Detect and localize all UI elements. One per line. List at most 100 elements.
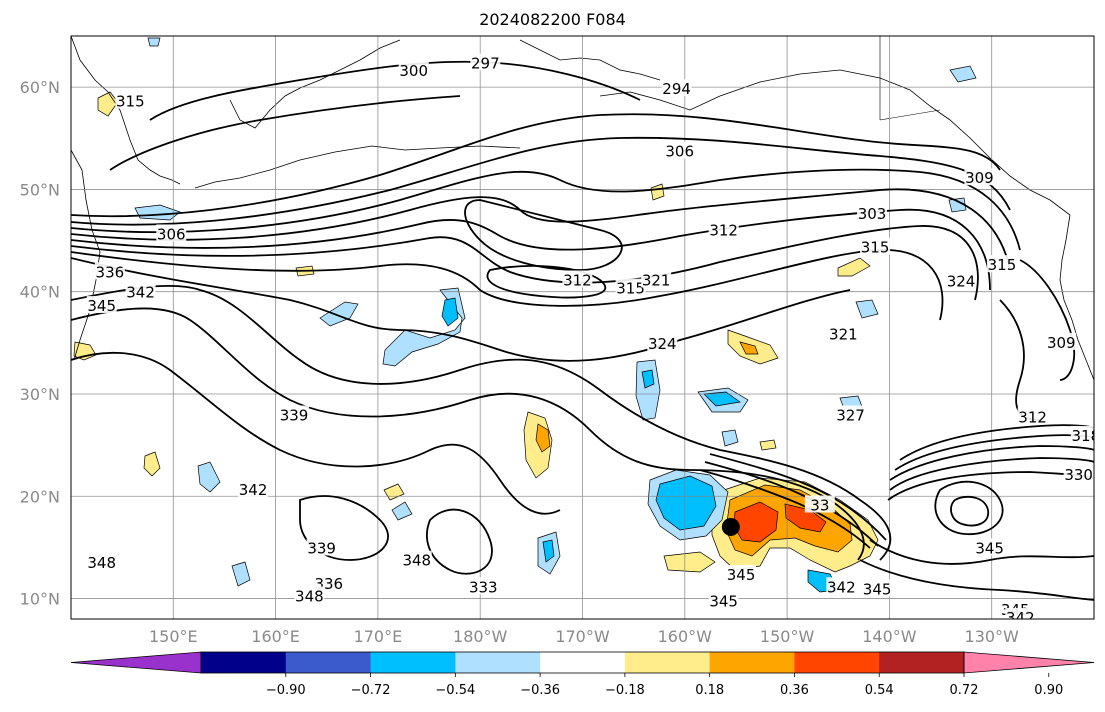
coastline-alaska-west [229,39,401,129]
negative-anomaly-region-central [635,359,661,421]
contour-label: 324 [947,272,976,290]
coastline-kamchatka [71,36,181,185]
latitude-tick-label: 50°N [20,180,60,199]
contour-line [950,495,989,527]
contour-label: 315 [988,256,1017,274]
contour-line [869,539,1094,565]
contour-label: 348 [295,588,324,606]
contour-line [889,457,1094,491]
colorbar-tick-label: −0.18 [605,683,645,698]
contour-label: 342 [1006,609,1035,627]
colorbar-tick-label: −0.90 [266,683,306,698]
contour-line [71,208,991,291]
colorbar-segment [624,652,711,673]
contour-label: 336 [96,263,125,281]
colorbar-tick-label: −0.72 [351,683,391,698]
colorbar-tick-label: 0.90 [1034,683,1063,698]
contour-line [899,424,1094,461]
contour-label-background [708,220,739,238]
storm-center-marker [721,517,740,536]
positive-anomaly-region-ne [837,257,871,277]
colorbar-segment [201,652,287,673]
longitude-tick-label: 150°W [760,627,815,646]
negative-anomaly-region-ne2 [855,299,879,319]
latitude-tick-label: 10°N [20,590,60,609]
contour-label: 327 [836,406,865,424]
contour-line [71,168,1021,251]
negative-anomaly-region-small1 [721,429,739,447]
contour-label: 330 [1064,466,1093,484]
contour-label: 339 [307,539,336,557]
contour-label-background [804,495,835,513]
contour-label: 348 [87,554,116,572]
contour-label: 309 [1047,334,1076,352]
contour-label-background [862,579,893,597]
colorbar-tick-labels: −0.90 −0.72 −0.54 −0.36 −0.18 0.18 0.36 0.54 0.7… [266,673,1063,698]
contour-line [426,508,493,575]
colorbar-segment [879,652,965,673]
contour-label: 294 [662,80,691,98]
map-frame [70,35,1095,620]
negative-anomaly-region-dateline-core [441,297,459,327]
colorbar-segment [455,652,541,673]
contour-label-background [238,480,269,498]
colorbar-tick-label: 0.36 [780,683,809,698]
coastline-aleutians [194,145,521,189]
colorbar-segment [794,652,880,673]
negative-anomaly-region-south-core [542,539,555,563]
contour-line [1019,259,1075,381]
colorbar-segment [540,652,626,673]
contour-line [71,285,892,561]
contour-label-background [562,270,593,288]
contour-label-background [661,79,692,97]
colorbar-frame [200,651,965,674]
contour-label: 297 [471,55,500,73]
positive-anomaly-region-south [663,551,716,573]
contour-line [709,453,887,541]
colorbar-extend-low [70,651,202,674]
contour-labels: 300 2972943063093033123153063363423453153… [86,53,1094,627]
contour-label: 300 [399,62,428,80]
longitude-tick-label: 170°E [354,627,403,646]
contour-label: 342 [126,284,155,302]
contour-label-background [708,591,739,609]
plot-title: 2024082200 F084 [479,10,626,29]
contour-label-background [398,60,429,78]
latitude-labels: 10°N 20°N 30°N 40°N 50°N 60°N [20,78,60,608]
contour-label-background [835,405,866,423]
contour-label-background [974,538,1005,556]
contour-label-background [664,141,695,159]
longitude-tick-label: 180°W [453,627,508,646]
contour-label: 315 [116,92,145,110]
coastline-north-america [1059,214,1094,381]
coastline-asia-east [71,149,101,361]
negative-anomaly-region-w4 [231,561,251,587]
negative-anomaly-region-ne4 [948,197,967,213]
colorbar-tick-label: 0.18 [695,683,724,698]
positive-anomaly-region-nw [97,91,119,117]
contour-label: 345 [87,297,116,315]
contour-line [486,265,607,299]
contour-line [699,469,871,549]
contour-label: 321 [642,271,671,289]
colorbar-tick-label: −0.54 [435,683,475,698]
coastline-bering [519,39,661,81]
longitude-tick-label: 130°W [965,627,1020,646]
contour-label-background [1070,425,1094,443]
contour-label-background [828,324,859,342]
contour-label: 342 [239,481,268,499]
colorbar-tick-label: −0.36 [520,683,560,698]
contour-line [464,199,623,271]
contour-label-background [115,91,146,109]
contour-label-background [964,168,995,186]
longitude-tick-label: 170°W [555,627,610,646]
contour-line [71,257,851,362]
contour-label-background [156,224,187,242]
contour-label-background [86,552,117,570]
latitude-tick-label: 60°N [20,78,60,97]
contour-label-background [1017,407,1048,425]
latitude-tick-label: 40°N [20,283,60,302]
positive-anomaly-region-small1 [759,439,777,451]
longitude-tick-label: 160°E [251,627,300,646]
